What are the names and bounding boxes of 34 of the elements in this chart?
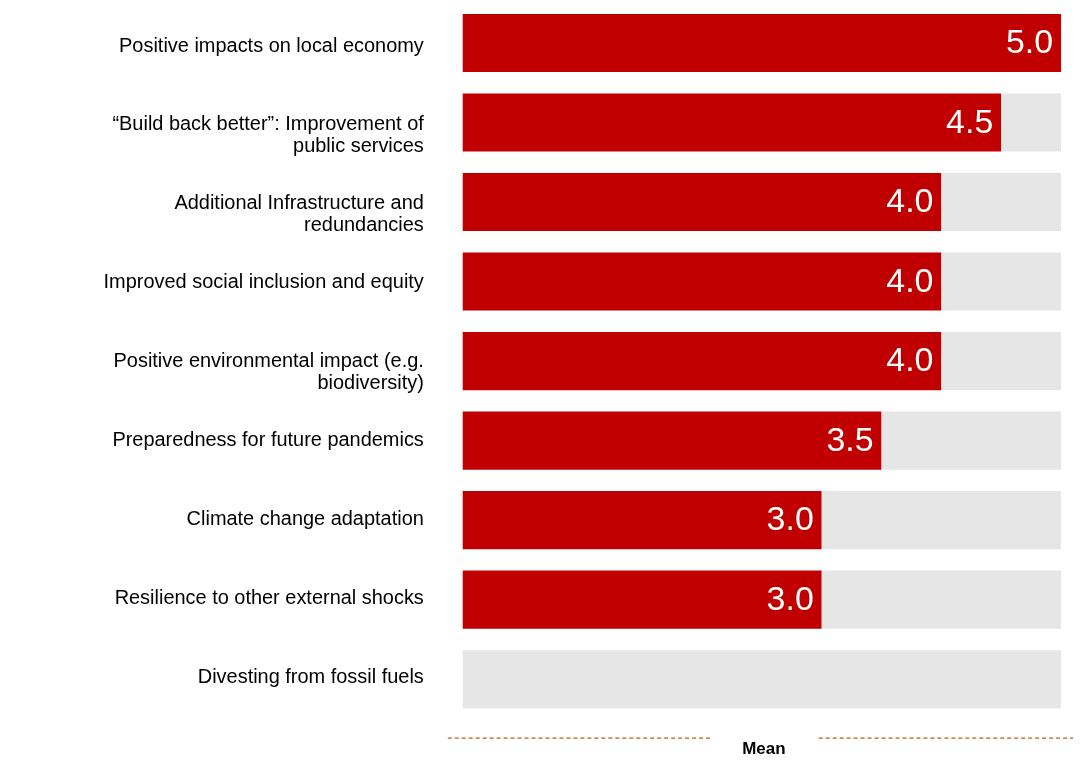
bar	[1001, 93, 1062, 152]
data-label: 4.0	[886, 181, 934, 220]
data-label: 3.0	[766, 578, 814, 617]
bar	[881, 411, 1062, 470]
bar	[941, 252, 1062, 311]
bar	[462, 650, 1062, 709]
y-tick-label: Positive impacts on local economy	[119, 33, 424, 56]
data-label: 4.5	[946, 101, 994, 140]
bar	[462, 14, 1062, 73]
y-tick-label: Climate change adaptation	[186, 506, 424, 529]
bar	[462, 173, 942, 232]
y-tick-label: Additional Infrastructure and redundancies	[174, 191, 424, 236]
bar	[462, 570, 822, 629]
bar	[821, 570, 1062, 629]
bar	[462, 93, 1002, 152]
text: Mean	[742, 739, 786, 759]
bar	[462, 411, 882, 470]
y-tick-label: Divesting from fossil fuels	[197, 664, 424, 687]
bar	[941, 332, 1062, 391]
bar	[941, 173, 1062, 232]
bar	[462, 332, 942, 391]
y-tick-label: Preparedness for future pandemics	[112, 427, 424, 450]
data-label: 3.0	[766, 499, 814, 538]
data-label: 3.5	[826, 419, 874, 458]
data-label: 5.0	[1005, 22, 1054, 61]
data-label: 4.0	[886, 260, 934, 299]
y-tick-label: Improved social inclusion and equity	[103, 270, 424, 293]
y-tick-label: Positive environmental impact (e.g. biodiversity)	[113, 349, 424, 394]
y-tick-label: Resilience to other external shocks	[114, 585, 424, 608]
bar	[821, 491, 1062, 550]
y-tick-label: “Build back better”: Improvement of public services	[112, 112, 425, 157]
bar	[462, 491, 822, 550]
data-label: 4.0	[886, 340, 934, 379]
bar	[462, 252, 942, 311]
